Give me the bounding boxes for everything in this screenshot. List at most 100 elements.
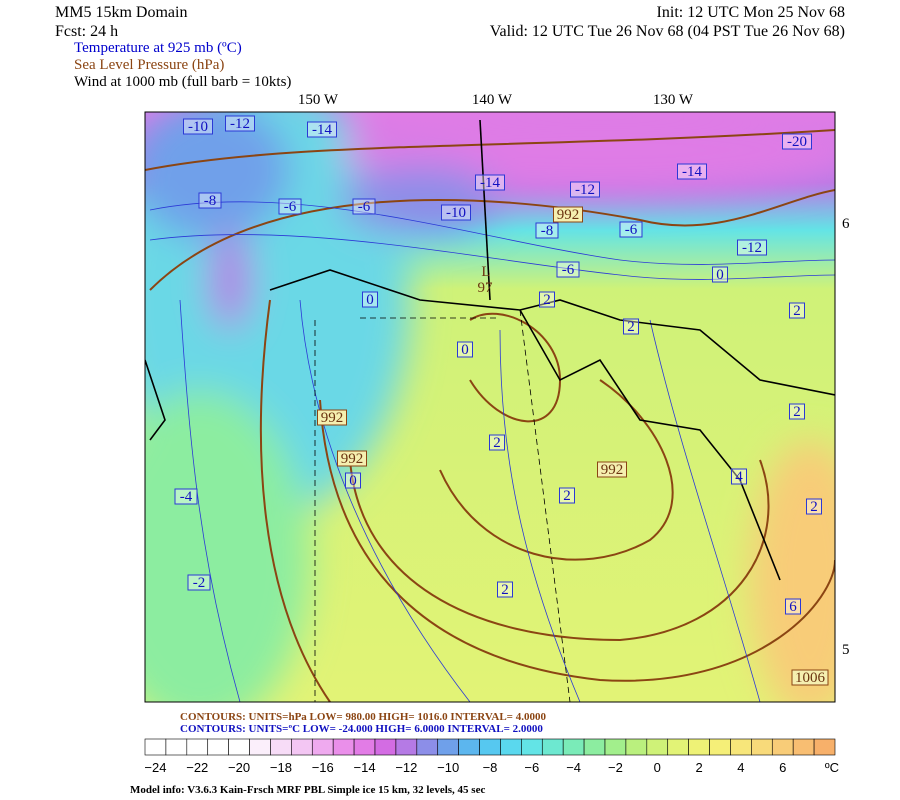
temperature-label: -12 bbox=[742, 240, 762, 256]
colorbar-label: −16 bbox=[312, 760, 334, 775]
colorbar-label: −20 bbox=[228, 760, 250, 775]
longitude-label: 150 W bbox=[298, 92, 339, 108]
pressure-label-box bbox=[597, 461, 627, 478]
valid-time: Valid: 12 UTC Tue 26 Nov 68 (04 PST Tue … bbox=[490, 23, 845, 40]
colorbar-swatch bbox=[521, 738, 543, 756]
colorbar-label: 6 bbox=[779, 760, 786, 775]
temperature-label: 2 bbox=[810, 499, 818, 515]
temperature-label-box bbox=[225, 115, 255, 132]
temperature-label-box bbox=[489, 434, 505, 451]
colorbar-swatch bbox=[688, 738, 710, 756]
temperature-label: 2 bbox=[543, 292, 551, 308]
temperature-label-box bbox=[352, 198, 376, 215]
colorbar-label: −18 bbox=[270, 760, 292, 775]
temperature-label-box bbox=[677, 163, 707, 180]
pressure-label: 992 bbox=[341, 451, 364, 467]
temperature-label: 4 bbox=[735, 469, 743, 485]
pressure-label-box bbox=[337, 450, 367, 467]
temperature-label: 0 bbox=[716, 267, 724, 283]
colorbar-swatch bbox=[751, 738, 773, 756]
temperature-label: -12 bbox=[230, 116, 250, 132]
temperature-label-box bbox=[198, 192, 222, 209]
colorbar-swatch bbox=[646, 738, 669, 756]
colorbar-swatch bbox=[311, 738, 334, 756]
temperature-label: 0 bbox=[461, 342, 469, 358]
colorbar-swatch bbox=[270, 738, 292, 756]
colorbar-swatch bbox=[353, 738, 376, 756]
temperature-label-box bbox=[806, 498, 822, 515]
temperature-label-box bbox=[535, 222, 559, 239]
field-name: Wind at 1000 mb (full barb = 10kts) bbox=[74, 74, 291, 90]
temperature-label-box bbox=[307, 121, 337, 138]
pressure-label-box bbox=[317, 409, 347, 426]
colorbar-swatch bbox=[416, 738, 439, 756]
temperature-label: -6 bbox=[625, 222, 638, 238]
temperature-label: -12 bbox=[575, 182, 595, 198]
temperature-label: -14 bbox=[682, 164, 702, 180]
temperature-label: -20 bbox=[787, 134, 807, 150]
temperature-label-box bbox=[789, 403, 805, 420]
temperature-label: 2 bbox=[793, 404, 801, 420]
pressure-label: 992 bbox=[601, 462, 624, 478]
colorbar-label: −10 bbox=[437, 760, 459, 775]
colorbar-swatch bbox=[541, 738, 564, 756]
map-frame bbox=[144, 111, 836, 703]
colorbar-swatch bbox=[437, 738, 459, 756]
colorbar-swatch bbox=[792, 738, 815, 756]
temperature-label: -8 bbox=[204, 193, 217, 209]
colorbar-swatch bbox=[228, 738, 250, 756]
colorbar-swatch bbox=[332, 738, 355, 756]
init-time: Init: 12 UTC Mon 25 Nov 68 bbox=[657, 4, 845, 21]
colorbar-swatch bbox=[562, 738, 585, 756]
temperature-label-box bbox=[785, 598, 801, 615]
field-name: Sea Level Pressure (hPa) bbox=[74, 57, 224, 73]
latitude-label: 6 bbox=[842, 216, 850, 232]
colorbar: −24 −22 −20 −18 −16 −14 −12 −10 −8 −6 −4 −2 0 2 4 6 ºC bbox=[144, 738, 839, 775]
temperature-label: -14 bbox=[312, 122, 332, 138]
pressure-label-box bbox=[791, 669, 829, 686]
temperature-label: -4 bbox=[180, 489, 193, 505]
temperature-label-box bbox=[556, 261, 580, 278]
colorbar-label: −8 bbox=[483, 760, 498, 775]
temperature-label-box bbox=[789, 302, 805, 319]
temperature-label-box bbox=[174, 488, 198, 505]
title: MM5 15km Domain bbox=[55, 4, 187, 21]
temperature-label: 6 bbox=[789, 599, 797, 615]
temperature-label: -2 bbox=[193, 575, 206, 591]
colorbar-swatch bbox=[207, 738, 229, 756]
temperature-label: 0 bbox=[366, 292, 374, 308]
colorbar-swatch bbox=[709, 738, 731, 756]
colorbar-label: −4 bbox=[566, 760, 581, 775]
temperature-label-box bbox=[278, 198, 302, 215]
colorbar-label: −14 bbox=[354, 760, 376, 775]
temperature-label-box bbox=[345, 472, 361, 489]
colorbar-unit: ºC bbox=[825, 760, 839, 775]
temperature-label: -6 bbox=[284, 199, 297, 215]
colorbar-swatch bbox=[667, 738, 689, 756]
forecast: Fcst: 24 h bbox=[55, 23, 118, 40]
longitude-label: 140 W bbox=[472, 92, 513, 108]
pressure-label: 97 bbox=[478, 280, 494, 296]
colorbar-swatch bbox=[249, 738, 271, 756]
temperature-label: 2 bbox=[501, 582, 509, 598]
temperature-label-box bbox=[441, 204, 471, 221]
colorbar-label: 2 bbox=[695, 760, 702, 775]
pressure-label: L bbox=[481, 264, 490, 280]
colorbar-label: 4 bbox=[737, 760, 744, 775]
colorbar-swatch bbox=[479, 738, 501, 756]
colorbar-swatch bbox=[186, 738, 209, 756]
temperature-label: -8 bbox=[541, 223, 554, 239]
temperature-label-box bbox=[619, 221, 643, 238]
colorbar-swatch bbox=[165, 738, 188, 756]
colorbar-label: −6 bbox=[524, 760, 539, 775]
colorbar-swatch bbox=[625, 738, 648, 756]
pressure-label-box bbox=[553, 206, 583, 223]
temperature-label: 2 bbox=[627, 319, 635, 335]
temperature-label-box bbox=[183, 118, 213, 135]
colorbar-swatch bbox=[583, 738, 606, 756]
temperature-label-box bbox=[539, 291, 555, 308]
temperature-label-box bbox=[712, 266, 728, 283]
temperature-label: -6 bbox=[562, 262, 575, 278]
colorbar-label: −22 bbox=[186, 760, 208, 775]
colorbar-label: −12 bbox=[395, 760, 417, 775]
